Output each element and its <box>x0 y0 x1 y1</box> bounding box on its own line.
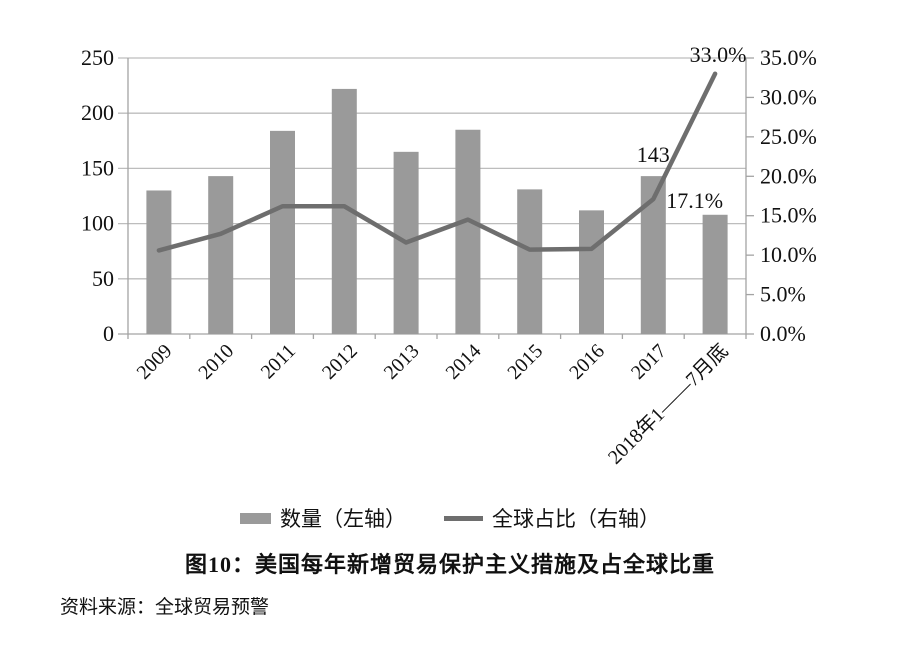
x-axis-label-2013: 2013 <box>380 340 424 384</box>
legend-item-line: 全球占比（右轴） <box>444 503 660 533</box>
right-axis-tick-label-15.0%: 15.0% <box>760 203 817 228</box>
legend: 数量（左轴） 全球占比（右轴） <box>0 503 900 533</box>
line-series <box>156 71 718 253</box>
bar-2010 <box>208 176 234 334</box>
x-axis-label-2010: 2010 <box>194 340 238 384</box>
legend-label-line: 全球占比（右轴） <box>492 507 660 531</box>
left-axis-tick-label-200: 200 <box>81 100 114 125</box>
bar-2009 <box>146 190 172 334</box>
bar-2015 <box>517 189 543 334</box>
legend-label-bars: 数量（左轴） <box>280 507 406 531</box>
annotation-33.0%: 33.0% <box>690 42 747 67</box>
bar-series-swatch-icon <box>240 512 271 524</box>
right-axis-tick-label-35.0%: 35.0% <box>760 45 817 70</box>
bar-2017 <box>640 176 666 334</box>
annotation-143: 143 <box>637 142 670 167</box>
x-axis-label-2011: 2011 <box>257 340 300 383</box>
right-axis-tick-label-20.0%: 20.0% <box>760 163 817 188</box>
right-axis-tick-label-25.0%: 25.0% <box>760 124 817 149</box>
x-axis-label-2014: 2014 <box>442 340 486 384</box>
left-axis-tick-label-150: 150 <box>81 155 114 180</box>
combo-chart: 0 50 100 150 200 250 0.0% 5.0% 10.0% 15.0% 20.0% 25… <box>81 42 817 469</box>
x-axis-label-2018年1——7月底: 2018年1——7月底 <box>603 339 732 468</box>
right-axis-tick-label-0.0%: 0.0% <box>760 321 806 346</box>
bar-2011 <box>270 130 295 334</box>
figure-source: 资料来源：全球贸易预警 <box>60 597 270 618</box>
bar-2016 <box>579 210 604 334</box>
left-axis-tick-label-0: 0 <box>103 321 114 346</box>
line-series-swatch-icon <box>444 515 483 521</box>
left-axis-tick-label-250: 250 <box>81 45 114 70</box>
left-axis-tick-label-100: 100 <box>81 211 114 236</box>
x-axis-label-2012: 2012 <box>318 340 362 384</box>
right-axis-tick-label-30.0%: 30.0% <box>760 84 817 109</box>
figure-title: 图10：美国每年新增贸易保护主义措施及占全球比重 <box>184 552 715 577</box>
left-axis-tick-label-50: 50 <box>92 266 114 291</box>
legend-item-bars: 数量（左轴） <box>240 503 406 533</box>
right-axis-tick-label-10.0%: 10.0% <box>760 242 817 267</box>
x-axis-label-2009: 2009 <box>133 340 177 384</box>
annotation-17.1%: 17.1% <box>666 188 723 213</box>
bar-2014 <box>455 129 481 334</box>
x-axis-label-2017: 2017 <box>627 340 671 384</box>
bar-2018年1——7月底 <box>702 214 728 334</box>
x-axis-label-2016: 2016 <box>565 340 609 384</box>
x-axis-label-2015: 2015 <box>503 340 547 384</box>
right-axis-tick-label-5.0%: 5.0% <box>760 282 806 307</box>
